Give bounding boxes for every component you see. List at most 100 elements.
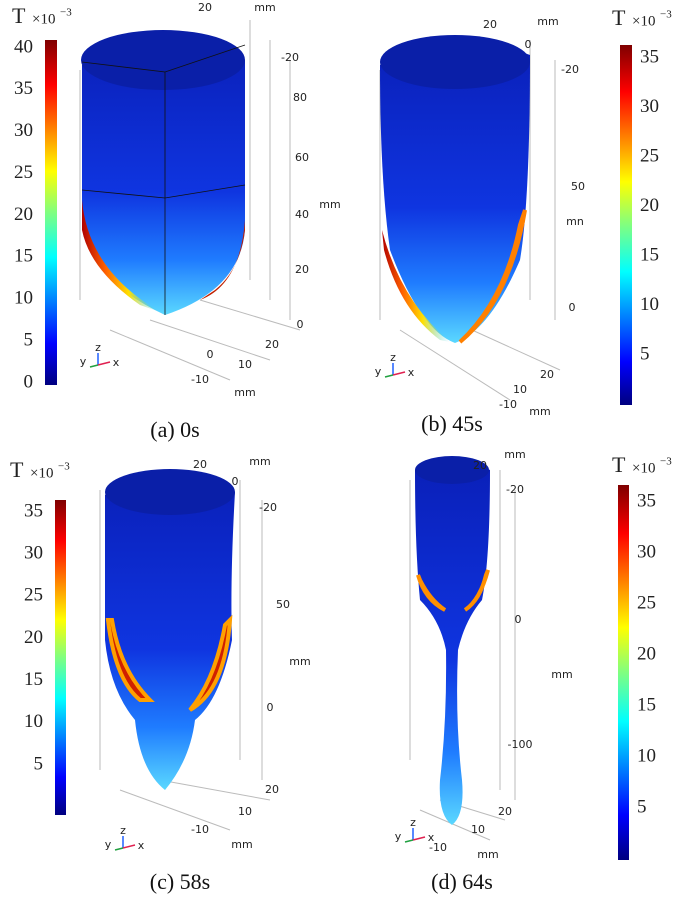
triad-label: x: [138, 839, 145, 852]
axis-label: -20: [259, 501, 277, 514]
colorbar-tick-label: 25: [637, 592, 656, 613]
colorbar-tick-label: 10: [640, 294, 659, 315]
triad-label: y: [105, 838, 112, 851]
colorbar-tick-label: 30: [637, 541, 656, 562]
axis-label: 10: [238, 358, 252, 371]
colorbar-tick-label: 40: [14, 36, 33, 57]
axis-label: mm: [477, 848, 498, 861]
axis-label: 20: [193, 458, 207, 471]
colorbar-tick-label: 15: [24, 669, 43, 690]
axis-label: -20: [506, 483, 524, 496]
axis-label: mm: [504, 448, 525, 461]
colorbar-tick-label: 10: [14, 288, 33, 309]
axis-label: mn: [566, 215, 584, 228]
render-d: [415, 456, 490, 825]
triad-label: y: [80, 355, 87, 368]
colorbar-tick-label: 35: [640, 46, 659, 67]
colorbar-tick-label: 20: [640, 195, 659, 216]
triad-axis: [404, 839, 414, 843]
axis-label: 10: [238, 805, 252, 818]
colorbar-tick-label: 0: [24, 371, 34, 392]
axis-label: mm: [231, 838, 252, 851]
colorbar-tick-label: 35: [637, 490, 656, 511]
axis-label: 80: [293, 91, 307, 104]
colorbar-tick-label: 10: [637, 745, 656, 766]
colorbar-tick-label: 5: [637, 796, 647, 817]
colorbar-symbol: T: [10, 457, 24, 482]
triad-label: y: [395, 830, 402, 843]
axis-label: 50: [276, 598, 290, 611]
colorbar-exponent: −3: [660, 9, 672, 21]
axis-label: 50: [571, 180, 585, 193]
render-b: [380, 35, 530, 344]
colorbar-tick-label: 30: [24, 543, 43, 564]
axis-label: 0: [297, 318, 304, 331]
caption: (d) 64s: [431, 869, 493, 894]
triad-axis: [89, 364, 99, 368]
colorbar-tick-label: 5: [24, 329, 34, 350]
colorbar-tick-label: 15: [637, 694, 656, 715]
axis-label: 20: [498, 805, 512, 818]
triad-axis: [412, 836, 426, 841]
colorbar-tick-label: 35: [24, 500, 43, 521]
triad-label: y: [375, 365, 382, 378]
colorbar-symbol: T: [12, 3, 26, 28]
axis-label: mm: [234, 386, 255, 399]
colorbar-tick-label: 30: [14, 120, 33, 141]
colorbar-tick-label: 15: [640, 244, 659, 265]
triad-axis: [122, 844, 136, 849]
axis-label: mm: [249, 455, 270, 468]
colorbar-exponent: −3: [58, 461, 70, 473]
axis-label: -100: [508, 738, 533, 751]
axis-label: mm: [537, 15, 558, 28]
colorbar-tick-label: 30: [640, 96, 659, 117]
colorbar: [45, 40, 57, 385]
axis-label: -10: [429, 841, 447, 854]
triad-label: x: [428, 831, 435, 844]
axis-label: 0: [232, 475, 239, 488]
axis-label: 0: [569, 301, 576, 314]
axis-label: mm: [319, 198, 340, 211]
axis-label: 20: [483, 18, 497, 31]
axis-label: -10: [191, 823, 209, 836]
colorbar-scale: ×10: [30, 465, 53, 481]
caption: (c) 58s: [150, 869, 210, 894]
axis-label: mm: [289, 655, 310, 668]
colorbar-tick-label: 20: [24, 627, 43, 648]
axis-label: 20: [265, 783, 279, 796]
render-a: [81, 30, 246, 315]
panel: T ×10 −3 5 10 15 20 25 30 35 20 mm 0 -20 50 mm 0 20 10 -10 m…: [10, 455, 311, 894]
triad-axis: [114, 847, 124, 851]
colorbar: [620, 45, 632, 405]
axis-label: 60: [295, 151, 309, 164]
colorbar-tick-label: 10: [24, 711, 43, 732]
colorbar-symbol: T: [612, 452, 626, 477]
axis-label: -20: [281, 51, 299, 64]
triad-label: x: [113, 356, 120, 369]
axis-label: 0: [525, 38, 532, 51]
colorbar-scale: ×10: [632, 13, 655, 29]
axis-label: 20: [295, 263, 309, 276]
axis-label: mm: [529, 405, 550, 418]
triad-axis: [384, 374, 394, 378]
colorbar: [55, 500, 66, 815]
triad-label: z: [410, 816, 416, 829]
axis-label: 20: [540, 368, 554, 381]
axis-label: 0: [267, 701, 274, 714]
triad-label: z: [390, 351, 396, 364]
colorbar-tick-label: 20: [637, 643, 656, 664]
colorbar-scale: ×10: [32, 11, 55, 27]
axis-label: mm: [551, 668, 572, 681]
colorbar-tick-label: 35: [14, 78, 33, 99]
axis-label: 10: [513, 383, 527, 396]
axis-label: 40: [295, 208, 309, 221]
triad-axis: [97, 361, 111, 366]
colorbar-tick-label: 5: [34, 753, 44, 774]
colorbar: [618, 485, 629, 860]
colorbar-tick-label: 25: [24, 585, 43, 606]
colorbar-tick-label: 20: [14, 204, 33, 225]
panel: T ×10 −3 5 10 15 20 25 30 35 20 mm 0 -20 50 mn 0 20 10 -10 m…: [375, 5, 672, 436]
colorbar-tick-label: 5: [640, 343, 650, 364]
panel: T ×10 −3 0 5 10 15 20 25 30 35 40 20 mm -20 80 60 40 mm 20 0…: [12, 1, 341, 442]
